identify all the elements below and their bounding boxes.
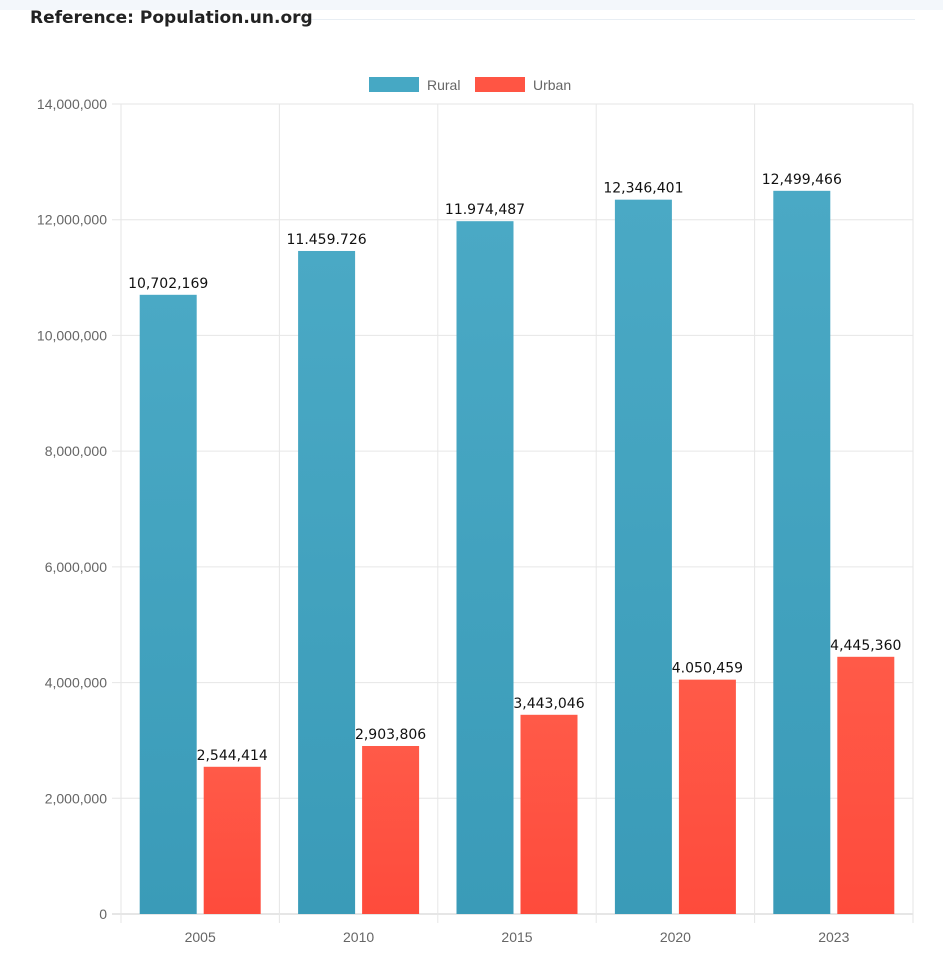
legend-label-rural[interactable]: Rural	[427, 77, 460, 93]
x-tick-label: 2005	[185, 929, 216, 945]
legend[interactable]: Rural Urban	[369, 77, 571, 93]
reference-text: Reference: Population.un.org	[30, 8, 313, 28]
rural-bar-2005[interactable]	[139, 294, 197, 914]
y-tick-label: 4,000,000	[45, 675, 107, 691]
rural-bar-2020[interactable]	[614, 199, 672, 915]
urban-value-label: 4.050,459	[672, 661, 743, 677]
y-tick-label: 2,000,000	[45, 790, 107, 806]
urban-value-label: 4,445,360	[830, 638, 901, 654]
y-tick-label: 14,000,000	[37, 96, 107, 112]
rural-bar-2023[interactable]	[773, 190, 831, 915]
bars	[139, 190, 895, 915]
urban-bar-2010[interactable]	[362, 745, 420, 914]
urban-value-label: 2,544,414	[197, 748, 268, 764]
y-tick-label: 12,000,000	[37, 212, 107, 228]
legend-swatch-urban[interactable]	[475, 77, 525, 92]
y-tick-label: 0	[99, 906, 107, 922]
x-tick-label: 2020	[660, 929, 691, 945]
rural-value-label: 12,499,466	[762, 172, 842, 188]
x-tick-label: 2023	[818, 929, 849, 945]
y-tick-label: 6,000,000	[45, 559, 107, 575]
urban-value-label: 2,903,806	[355, 727, 426, 743]
y-tick-label: 8,000,000	[45, 443, 107, 459]
urban-bar-2015[interactable]	[520, 714, 578, 914]
axes: 0 2,000,000 4,000,000 6,000,000 8,000,000 10,…	[37, 96, 850, 945]
legend-swatch-rural[interactable]	[369, 77, 419, 92]
rural-bar-2015[interactable]	[456, 221, 514, 914]
rural-value-label: 10,702,169	[128, 276, 208, 292]
x-tick-label: 2010	[343, 929, 374, 945]
header-strip	[0, 0, 943, 10]
urban-value-label: 3,443,046	[513, 696, 584, 712]
urban-bar-2023[interactable]	[837, 656, 895, 914]
y-tick-label: 10,000,000	[37, 327, 107, 343]
header-divider	[300, 19, 915, 20]
x-tick-label: 2015	[501, 929, 532, 945]
data-labels: 10,702,169 11.459.726 11.974,487 12,346,401…	[128, 172, 901, 764]
rural-value-label: 12,346,401	[603, 181, 683, 197]
rural-value-label: 11.459.726	[287, 232, 367, 248]
urban-bar-2020[interactable]	[678, 679, 736, 914]
urban-bar-2005[interactable]	[203, 766, 261, 914]
rural-bar-2010[interactable]	[298, 250, 356, 914]
rural-value-label: 11.974,487	[445, 202, 525, 218]
legend-label-urban[interactable]: Urban	[533, 77, 571, 93]
